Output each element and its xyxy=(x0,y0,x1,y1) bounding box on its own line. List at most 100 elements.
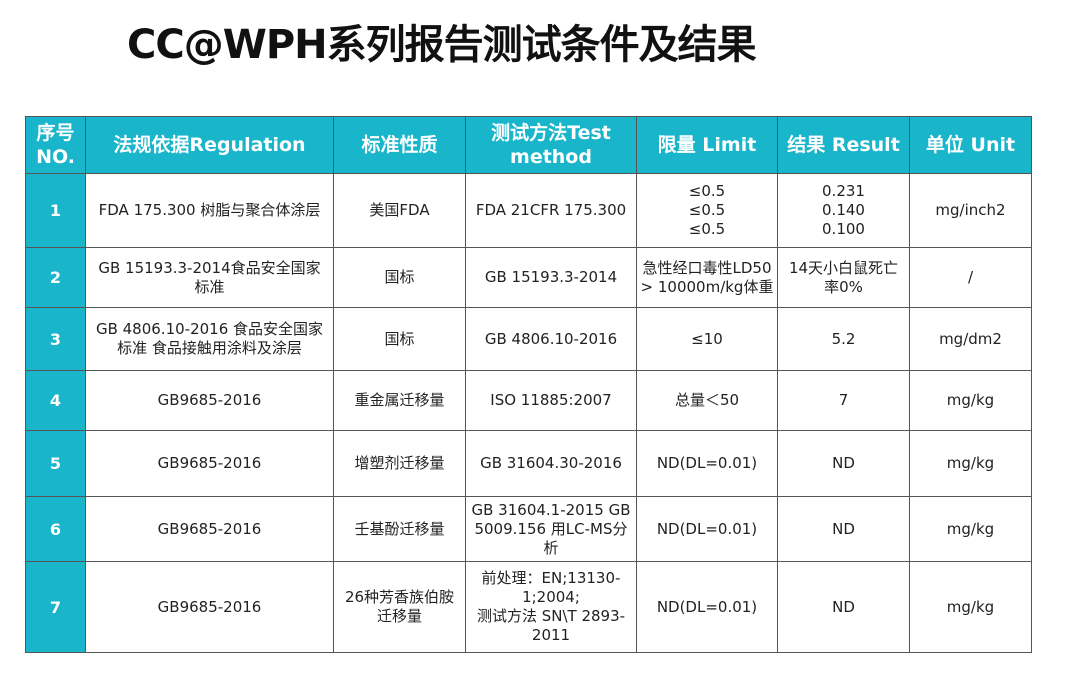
cell-line: ND(DL=0.01) xyxy=(656,454,758,472)
cell-line: 析 xyxy=(543,538,559,557)
table-cell: ND xyxy=(777,430,910,497)
row-number: 7 xyxy=(25,561,86,653)
table-cell: 5.2 xyxy=(777,307,910,371)
cell-line: GB 31604.30-2016 xyxy=(480,454,622,472)
cell-line: 前处理：EN;13130- xyxy=(481,569,621,587)
cell-line: 增塑剂迁移量 xyxy=(354,454,445,472)
cell-line: GB9685-2016 xyxy=(157,597,262,616)
row-number: 6 xyxy=(25,496,86,562)
header-cell: 法规依据Regulation xyxy=(85,116,334,174)
cell-line: NO. xyxy=(36,146,75,168)
cell-line: GB 15193.3-2014食品安全国家 xyxy=(98,258,321,277)
cell-line: ≤10 xyxy=(691,329,723,348)
cell-line: 国标 xyxy=(384,329,415,348)
cell-line: 限量 Limit xyxy=(657,134,757,156)
cell-line: 美国FDA xyxy=(369,201,430,219)
table-cell: GB 31604.30-2016 xyxy=(465,430,637,497)
cell-line: ND xyxy=(832,519,855,538)
header-cell: 序号 NO. xyxy=(25,116,86,174)
table-cell: / xyxy=(909,247,1032,308)
table-cell: 国标 xyxy=(333,247,466,308)
cell-line: 5.2 xyxy=(831,329,856,348)
cell-line: 2 xyxy=(49,268,62,287)
table-cell: ND(DL=0.01) xyxy=(636,430,778,497)
cell-line: GB 4806.10-2016 xyxy=(484,329,618,348)
table-cell: FDA 175.300 树脂与聚合体涂层 xyxy=(85,173,334,248)
cell-line: 1;2004; xyxy=(522,588,580,606)
cell-line: 26种芳香族伯胺 xyxy=(344,588,455,606)
cell-line: GB9685-2016 xyxy=(157,519,262,538)
table-cell: GB 15193.3-2014食品安全国家 标准 xyxy=(85,247,334,308)
table-cell: mg/inch2 xyxy=(909,173,1032,248)
table-cell: GB9685-2016 xyxy=(85,496,334,562)
cell-line: 7 xyxy=(49,597,62,617)
cell-line: 14天小白鼠死亡 xyxy=(788,258,899,277)
header-row: 序号 NO. 法规依据Regulation 标准性质 测试方法Test method 限量 … xyxy=(25,116,1032,174)
table-cell: mg/kg xyxy=(909,496,1032,562)
cell-line: 壬基酚迁移量 xyxy=(354,519,445,538)
row-number: 1 xyxy=(25,173,86,248)
table-cell: GB9685-2016 xyxy=(85,370,334,431)
cell-line: GB 31604.1-2015 GB xyxy=(471,500,631,519)
row-number: 3 xyxy=(25,307,86,371)
cell-line: 重金属迁移量 xyxy=(354,391,445,409)
cell-line: method xyxy=(510,146,592,168)
row-number: 5 xyxy=(25,430,86,497)
cell-line: GB9685-2016 xyxy=(157,391,262,409)
table-cell: 0.231 0.140 0.100 xyxy=(777,173,910,248)
cell-line: 0.231 xyxy=(822,182,865,200)
table-cell: GB9685-2016 xyxy=(85,430,334,497)
cell-line: 0.100 xyxy=(822,220,865,238)
cell-line: mg/kg xyxy=(946,454,995,472)
row-number: 4 xyxy=(25,370,86,431)
cell-line: 迁移量 xyxy=(376,607,422,625)
cell-line: ND xyxy=(832,454,855,472)
header-cell: 测试方法Test method xyxy=(465,116,637,174)
header-cell: 限量 Limit xyxy=(636,116,778,174)
table-cell: 急性经口毒性LD50 > 10000m/kg体重 xyxy=(636,247,778,308)
cell-line: ≤0.5 xyxy=(688,220,726,238)
table-cell: GB9685-2016 xyxy=(85,561,334,653)
cell-line: 法规依据Regulation xyxy=(113,134,306,156)
cell-line: / xyxy=(967,268,974,286)
cell-line: ND(DL=0.01) xyxy=(656,597,758,616)
table-row: 1 FDA 175.300 树脂与聚合体涂层 美国FDA FDA 21CFR 175.… xyxy=(25,173,1032,248)
cell-line: mg/dm2 xyxy=(939,329,1002,348)
table-row: 3 GB 4806.10-2016 食品安全国家 标准 食品接触用涂料及涂层 国标 GB… xyxy=(25,307,1032,371)
cell-line: 测试方法 SN\T 2893- xyxy=(476,607,626,625)
cell-line: 5009.156 用LC-MS分 xyxy=(474,519,628,538)
cell-line: GB 15193.3-2014 xyxy=(484,268,618,286)
table-row: 2 GB 15193.3-2014食品安全国家 标准 国标 GB 15193.3-201… xyxy=(25,247,1032,308)
table-cell: 美国FDA xyxy=(333,173,466,248)
slide-title: CC@WPH系列报告测试条件及结果 xyxy=(127,22,757,68)
table-cell: 7 xyxy=(777,370,910,431)
cell-line: mg/kg xyxy=(946,597,995,616)
cell-line: 3 xyxy=(49,329,62,349)
cell-line: 标准 食品接触用涂料及涂层 xyxy=(117,339,302,357)
cell-line: > 10000m/kg体重 xyxy=(640,277,774,296)
cell-line: 7 xyxy=(838,391,849,409)
table-cell: 14天小白鼠死亡 率0% xyxy=(777,247,910,308)
cell-line: 测试方法Test xyxy=(491,122,611,144)
cell-line: ND xyxy=(832,597,855,616)
cell-line: mg/kg xyxy=(946,391,995,409)
row-number: 2 xyxy=(25,247,86,308)
cell-line: 单位 Unit xyxy=(925,134,1016,156)
table-cell: 26种芳香族伯胺 迁移量 xyxy=(333,561,466,653)
cell-line: GB9685-2016 xyxy=(157,454,262,472)
table-cell: 总量＜50 xyxy=(636,370,778,431)
table-cell: 前处理：EN;13130- 1;2004; 测试方法 SN\T 2893- 2011 xyxy=(465,561,637,653)
cell-line: ≤0.5 xyxy=(688,182,726,200)
header-cell: 单位 Unit xyxy=(909,116,1032,174)
table-cell: 增塑剂迁移量 xyxy=(333,430,466,497)
cell-line: 0.140 xyxy=(822,201,865,219)
cell-line: 5 xyxy=(49,454,62,473)
table-cell: GB 15193.3-2014 xyxy=(465,247,637,308)
table-cell: ISO 11885:2007 xyxy=(465,370,637,431)
table-cell: GB 4806.10-2016 xyxy=(465,307,637,371)
table-row: 7 GB9685-2016 26种芳香族伯胺 迁移量 前处理：EN;13130- 1;20… xyxy=(25,561,1032,653)
table-cell: GB 4806.10-2016 食品安全国家 标准 食品接触用涂料及涂层 xyxy=(85,307,334,371)
cell-line: mg/inch2 xyxy=(935,201,1006,219)
results-table: 序号 NO. 法规依据Regulation 标准性质 测试方法Test method 限量 … xyxy=(25,116,1032,653)
table-cell: mg/kg xyxy=(909,561,1032,653)
